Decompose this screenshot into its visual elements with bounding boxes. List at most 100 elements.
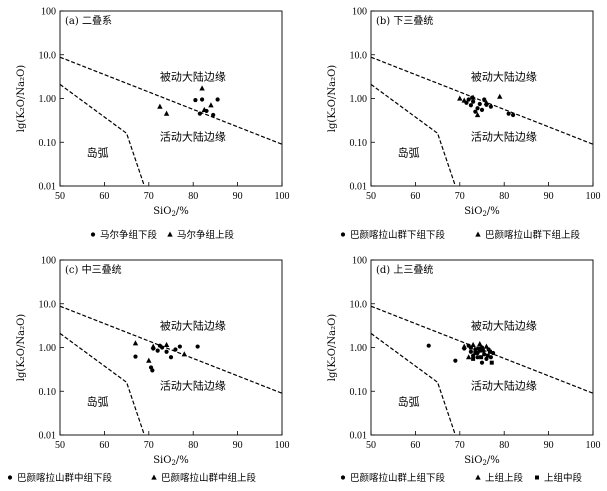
data-point: [488, 104, 493, 109]
data-point: [155, 348, 160, 353]
y-tick-label: 100: [41, 256, 56, 267]
x-tick-label: 70: [144, 191, 154, 202]
x-tick-label: 50: [55, 191, 65, 202]
x-tick-label: 90: [233, 440, 243, 451]
data-point: [473, 109, 478, 114]
data-point: [471, 356, 476, 361]
data-point: [132, 340, 139, 346]
data-point: [173, 347, 178, 352]
y-tick-label: 10.0: [39, 50, 57, 61]
data-point: [193, 97, 198, 103]
data-point: [461, 343, 467, 349]
series-2: [157, 85, 214, 116]
data-point: [164, 349, 169, 354]
legend-item: 巴颜喀拉山群上组下段: [340, 472, 446, 484]
y-tick-label: 100: [352, 7, 367, 18]
legend-marker: [167, 231, 173, 237]
region-label-active: 活动大陆边缘: [160, 129, 226, 143]
data-point: [150, 368, 155, 373]
data-point: [476, 346, 481, 351]
y-tick-label: 0.01: [350, 431, 368, 442]
y-tick-label: 0.01: [39, 182, 57, 193]
chart-panel-3: 50 60 70 80 90 100 0.01 0.10 1.00 10.0 100 (c) 中三叠统…: [7, 256, 290, 484]
data-point: [484, 356, 489, 361]
data-point: [461, 97, 467, 103]
data-point: [482, 352, 487, 357]
data-point: [197, 111, 202, 116]
legend-marker: [535, 475, 539, 480]
legend-marker: [340, 232, 346, 237]
series-1: [193, 97, 220, 118]
data-point: [491, 350, 496, 356]
data-point: [470, 94, 476, 100]
series-2: [132, 340, 188, 363]
y-tick-label: 1.00: [350, 343, 368, 354]
x-tick-label: 100: [586, 440, 601, 451]
legend-item: 上组中段: [535, 472, 583, 484]
data-point: [168, 355, 174, 360]
series-1: [426, 343, 496, 365]
passive-active-boundary: [371, 56, 593, 145]
legend-item: 巴颜喀拉山群中组上段: [151, 472, 257, 484]
x-tick-label: 60: [410, 440, 420, 451]
legend-item: 马尔争组下段: [90, 229, 158, 241]
legend-label: 巴颜喀拉山群中组上段: [161, 472, 257, 484]
y-tick-label: 0.10: [39, 387, 57, 398]
data-point: [215, 97, 220, 102]
y-tick-label: 10.0: [39, 299, 57, 310]
legend-item: 巴颜喀拉山群下组上段: [475, 229, 581, 241]
legend-label: 巴颜喀拉山群上组下段: [350, 472, 446, 484]
y-tick-label: 0.10: [39, 138, 57, 149]
y-tick-label: 100: [352, 256, 367, 267]
data-point: [477, 341, 483, 347]
data-point: [468, 103, 473, 108]
x-tick-label: 100: [275, 440, 290, 451]
data-point: [150, 343, 156, 349]
x-tick-label: 100: [275, 191, 290, 202]
y-axis-title: lg(K₂O/Na₂O): [327, 65, 338, 132]
data-point: [157, 103, 163, 109]
data-point: [474, 111, 481, 118]
legend-label: 巴颜喀拉山群下组上段: [485, 229, 581, 241]
region-label-arc: 岛弧: [398, 395, 420, 409]
y-axis-title: lg(K₂O/Na₂O): [16, 65, 27, 132]
x-tick-label: 80: [499, 440, 509, 451]
data-point: [479, 345, 485, 350]
data-point: [479, 360, 485, 365]
data-point: [487, 349, 492, 354]
x-axis-title: SiO2/%: [464, 455, 500, 467]
y-tick-label: 1.00: [350, 94, 368, 105]
data-point: [483, 99, 490, 105]
y-axis-title: lg(K₂O/Na₂O): [16, 314, 27, 381]
y-axis-title: lg(K₂O/Na₂O): [327, 314, 338, 381]
passive-active-boundary: [60, 56, 282, 145]
data-point: [477, 101, 482, 107]
x-tick-label: 80: [188, 440, 198, 451]
legend-label: 巴颜喀拉山群下组下段: [350, 229, 446, 241]
passive-active-boundary: [60, 305, 282, 394]
data-point: [510, 112, 516, 118]
data-point: [471, 99, 476, 104]
data-point: [468, 349, 473, 354]
x-tick-label: 90: [233, 191, 243, 202]
data-point: [466, 97, 471, 102]
panel-label: (d) 上三叠统: [376, 263, 433, 276]
data-point: [133, 354, 138, 359]
y-tick-label: 100: [41, 7, 56, 18]
x-tick-label: 80: [188, 191, 198, 202]
x-tick-label: 70: [455, 440, 465, 451]
x-tick-label: 90: [544, 191, 554, 202]
chart-panel-1: 50 60 70 80 90 100 0.01 0.10 1.00 10.0 100 (a) 二叠系被…: [16, 7, 290, 242]
plot-frame: [59, 259, 283, 436]
data-point: [199, 97, 205, 102]
x-tick-label: 80: [499, 191, 509, 202]
data-point: [181, 351, 188, 357]
legend-label: 上组中段: [544, 472, 583, 484]
data-point: [199, 85, 205, 91]
y-tick-label: 1.00: [39, 94, 57, 105]
legend-marker: [90, 232, 96, 237]
chart-panel-4: 50 60 70 80 90 100 0.01 0.10 1.00 10.0 100 (d) 上三叠统…: [327, 256, 601, 485]
legend-item: 巴颜喀拉山群下组下段: [340, 229, 446, 241]
x-tick-label: 50: [366, 191, 376, 202]
